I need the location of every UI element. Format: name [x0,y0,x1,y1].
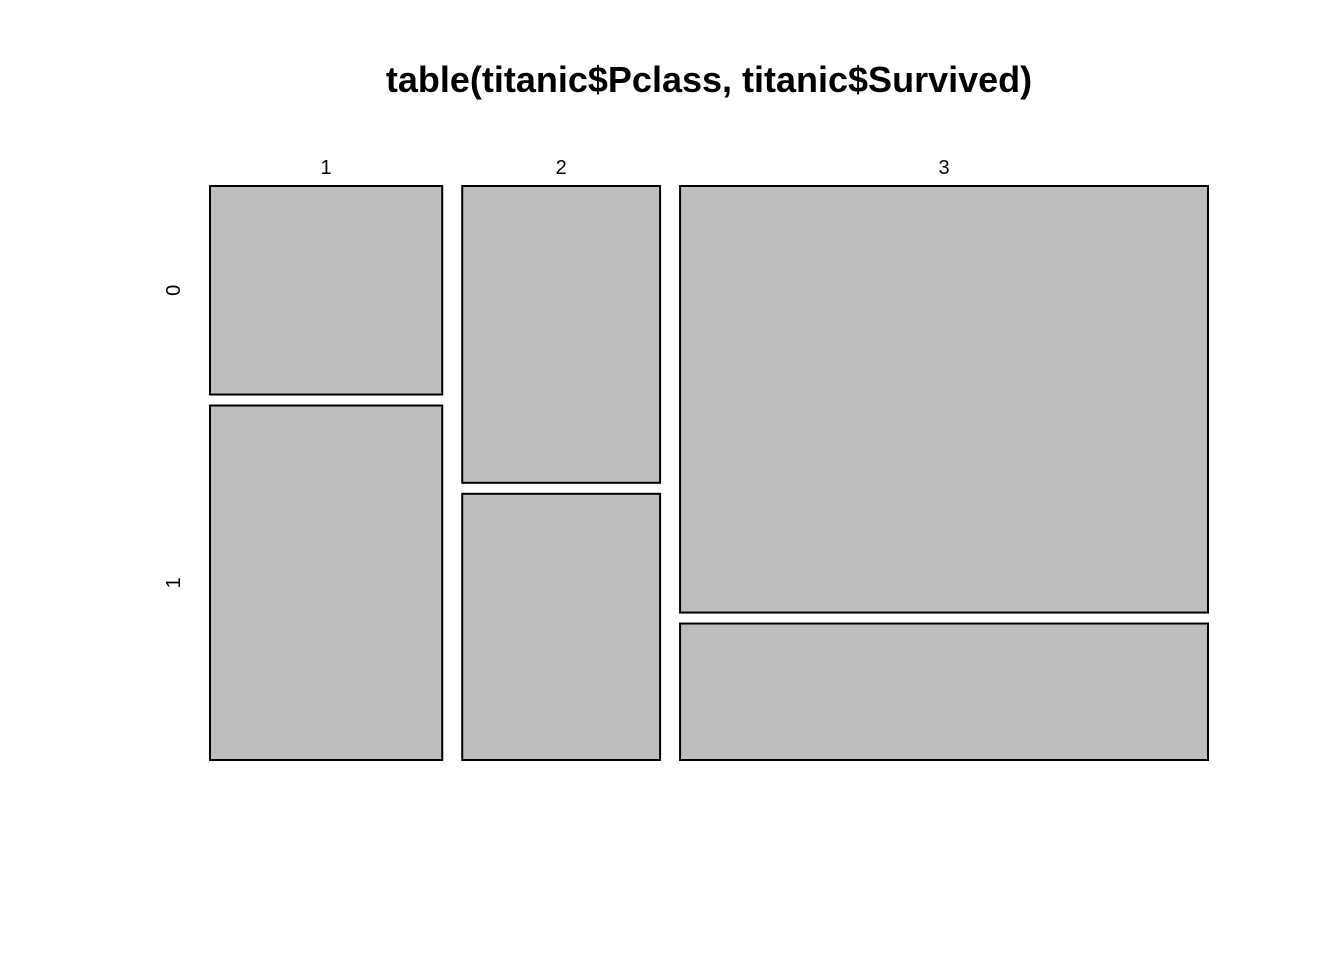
mosaic-tiles [209,185,1209,761]
y-tick-label-1: 1 [163,577,185,588]
x-tick-labels: 1 2 3 [321,157,950,179]
tile-pclass-1-survived-1 [209,404,444,761]
tile-pclass-3-survived-1 [679,622,1209,761]
x-tick-label-1: 1 [321,157,332,179]
tile-pclass-1-survived-0 [209,185,444,396]
chart-title: table(titanic$Pclass, titanic$Survived) [386,59,1032,100]
y-tick-label-0: 0 [163,285,185,296]
x-tick-label-2: 2 [556,157,567,179]
tile-pclass-3-survived-0 [679,185,1209,614]
tile-pclass-2-survived-0 [461,185,662,484]
tile-pclass-2-survived-1 [461,492,662,761]
y-tick-labels: 01 [163,285,185,589]
x-tick-label-3: 3 [938,157,949,179]
